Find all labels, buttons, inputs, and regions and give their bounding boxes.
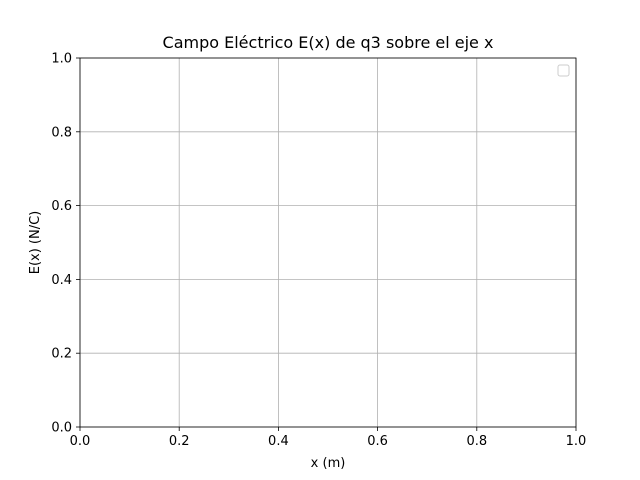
y-tick-label: 0.6: [51, 199, 72, 214]
y-tick-label: 0.4: [51, 273, 72, 288]
x-axis-label: x (m): [311, 456, 346, 471]
y-axis-ticks: 0.0 0.2 0.4 0.6 0.8 1.0: [51, 52, 80, 436]
y-tick-label: 0.0: [51, 421, 72, 436]
y-tick-label: 1.0: [51, 52, 72, 67]
chart-title: Campo Eléctrico E(x) de q3 sobre el eje …: [163, 33, 494, 52]
y-axis-label: E(x) (N/C): [28, 211, 43, 275]
plot-area: 0.0 0.2 0.4 0.6 0.8 1.0 0.0 0.2 0.4 0.6 0.8 1.0: [51, 52, 586, 450]
x-tick-label: 0.6: [367, 434, 388, 449]
x-tick-label: 0.2: [169, 434, 190, 449]
x-axis-ticks: 0.0 0.2 0.4 0.6 0.8 1.0: [70, 427, 587, 449]
x-tick-label: 0.0: [70, 434, 91, 449]
x-tick-label: 0.4: [268, 434, 289, 449]
legend-box: [557, 64, 570, 77]
y-tick-label: 0.8: [51, 125, 72, 140]
grid-lines: [79, 57, 577, 428]
y-tick-label: 0.2: [51, 347, 72, 362]
x-tick-label: 1.0: [566, 434, 587, 449]
x-tick-label: 0.8: [466, 434, 487, 449]
axes-frame: [79, 57, 577, 428]
